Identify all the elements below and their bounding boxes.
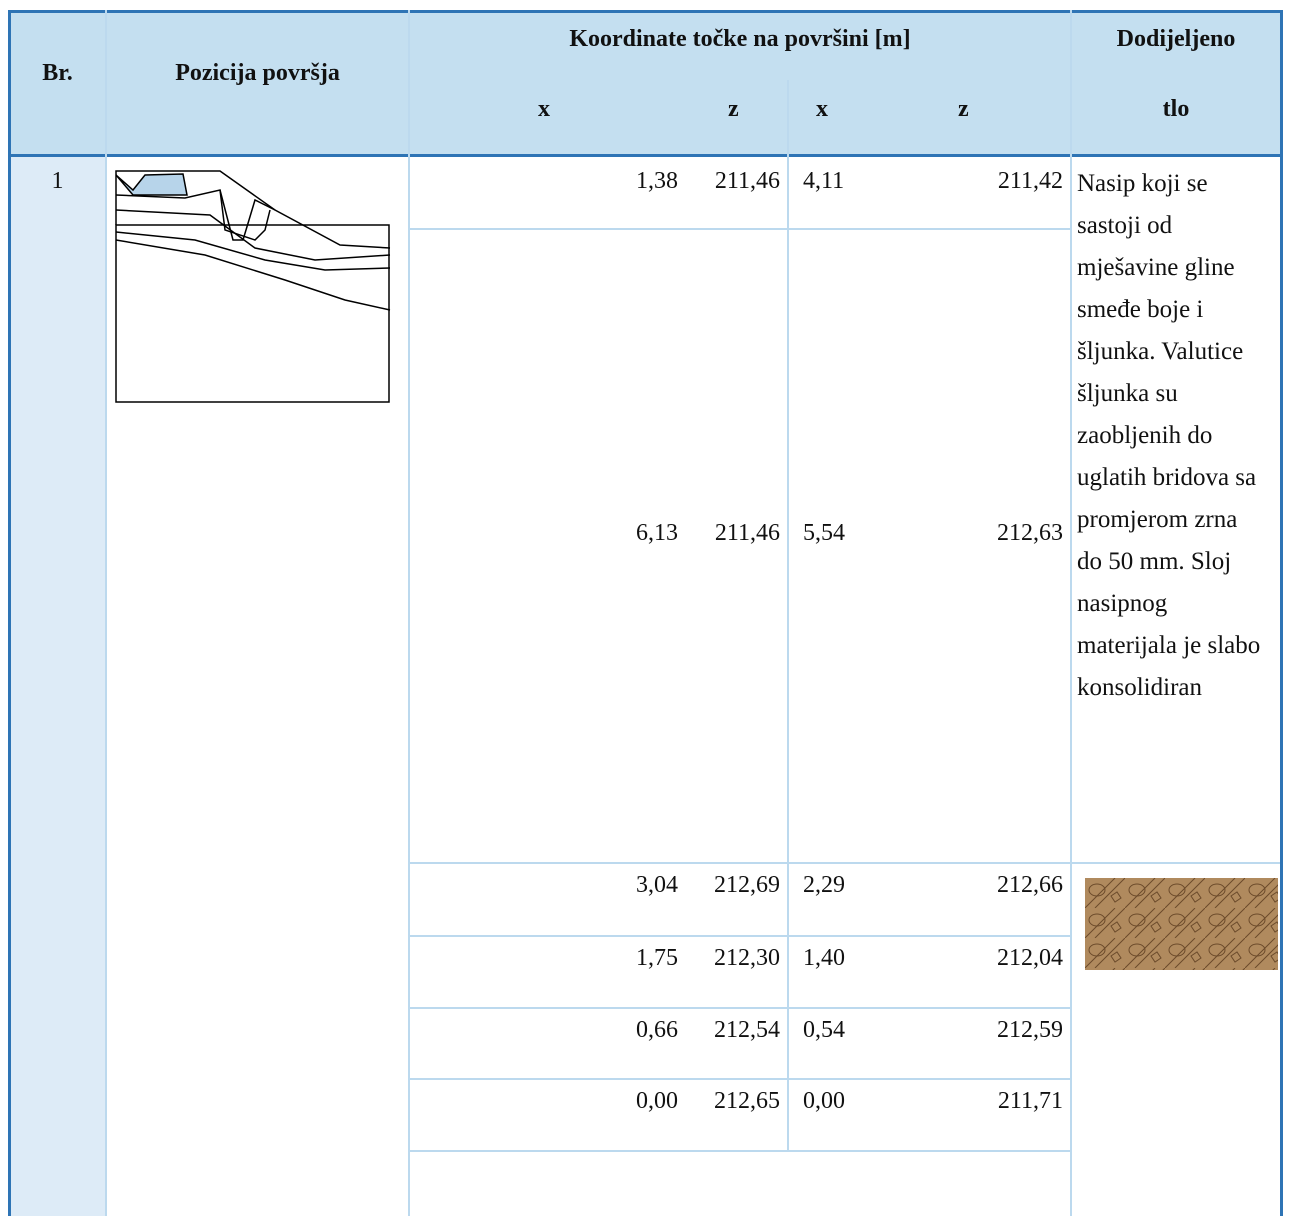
border bbox=[8, 10, 11, 1216]
cell-z: 211,46 bbox=[714, 520, 780, 546]
border bbox=[10, 154, 1282, 157]
cell-x: 0,00 bbox=[803, 1088, 845, 1114]
col-line bbox=[105, 10, 107, 1216]
cell-z: 211,42 bbox=[997, 168, 1063, 194]
border bbox=[1280, 10, 1283, 1216]
header-z: z bbox=[728, 96, 739, 122]
cell-x: 2,29 bbox=[803, 872, 845, 898]
cell-z: 212,63 bbox=[997, 520, 1063, 546]
row-line bbox=[410, 1078, 1070, 1080]
position-diagram bbox=[115, 170, 391, 403]
header-soil: Dodijeljeno bbox=[1116, 26, 1236, 52]
row-line bbox=[410, 862, 1070, 864]
header-z: z bbox=[958, 96, 969, 122]
cell-x: 4,11 bbox=[803, 168, 845, 194]
cell-z: 212,69 bbox=[714, 872, 780, 898]
col-line bbox=[1070, 10, 1072, 1216]
cell-z: 212,30 bbox=[714, 945, 780, 971]
cell-x: 3,04 bbox=[636, 872, 678, 898]
header-coordinates: Koordinate točke na površini [m] bbox=[569, 26, 911, 52]
row-line bbox=[410, 935, 1070, 937]
cell-x: 0,54 bbox=[803, 1017, 845, 1043]
cell-z: 212,04 bbox=[997, 945, 1063, 971]
soil-description: Nasip koji se sastoji od mješavine gline… bbox=[1077, 170, 1261, 701]
cell-z: 212,65 bbox=[714, 1088, 780, 1114]
cell-x: 0,66 bbox=[636, 1017, 678, 1043]
cell-x: 1,40 bbox=[803, 945, 845, 971]
cell-x: 6,13 bbox=[636, 520, 678, 546]
cell-x: 0,00 bbox=[636, 1088, 678, 1114]
header-number: Br. bbox=[42, 60, 73, 86]
row-number: 1 bbox=[51, 168, 64, 194]
row-line bbox=[410, 1007, 1070, 1009]
soil-pattern bbox=[1085, 878, 1278, 970]
row-line bbox=[410, 1150, 1070, 1152]
cell-z: 212,66 bbox=[997, 872, 1063, 898]
header-position: Pozicija površja bbox=[175, 60, 340, 86]
col-line bbox=[787, 80, 789, 1150]
border bbox=[10, 10, 1282, 13]
cell-z: 212,54 bbox=[714, 1017, 780, 1043]
header-x: x bbox=[816, 96, 828, 122]
cell-x: 1,75 bbox=[636, 945, 678, 971]
header-x: x bbox=[538, 96, 550, 122]
cell-x: 1,38 bbox=[636, 168, 678, 194]
cell-z: 212,59 bbox=[997, 1017, 1063, 1043]
cell-z: 211,46 bbox=[714, 168, 780, 194]
number-col-bg bbox=[10, 155, 105, 1216]
col-line bbox=[408, 10, 410, 1216]
cell-x: 5,54 bbox=[803, 520, 845, 546]
row-line bbox=[410, 228, 1070, 230]
header-soil: tlo bbox=[1162, 96, 1190, 122]
row-line bbox=[1072, 862, 1280, 864]
cell-z: 211,71 bbox=[997, 1088, 1063, 1114]
